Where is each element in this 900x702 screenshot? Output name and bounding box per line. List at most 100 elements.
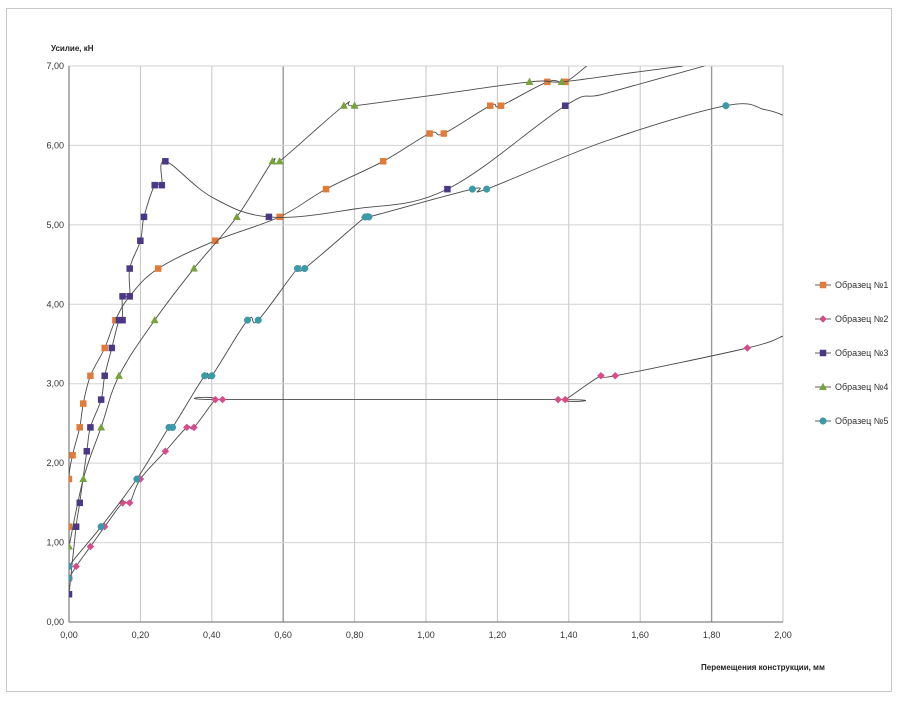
data-point bbox=[201, 372, 209, 380]
data-point bbox=[487, 102, 494, 109]
data-point bbox=[137, 237, 144, 244]
data-point bbox=[76, 499, 83, 507]
data-point bbox=[268, 156, 277, 165]
series-1 bbox=[69, 66, 587, 582]
legend-marker bbox=[818, 382, 828, 391]
data-point bbox=[743, 344, 752, 352]
data-point bbox=[101, 344, 108, 352]
x-tick-label: 0,80 bbox=[346, 630, 364, 640]
x-tick-label: 1,60 bbox=[631, 630, 649, 640]
data-point bbox=[97, 423, 106, 431]
data-point bbox=[150, 315, 159, 324]
y-tick-label: 6,00 bbox=[46, 140, 64, 150]
data-point bbox=[69, 590, 73, 598]
data-point bbox=[72, 523, 80, 530]
data-point bbox=[108, 344, 116, 352]
legend-label: Образец №5 bbox=[835, 416, 888, 426]
legend-label: Образец №3 bbox=[835, 348, 888, 358]
data-point bbox=[155, 265, 162, 272]
x-tick-label: 1,20 bbox=[489, 630, 507, 640]
data-point bbox=[151, 181, 158, 189]
data-point bbox=[611, 371, 620, 380]
data-point bbox=[101, 372, 108, 380]
series-4 bbox=[69, 66, 684, 550]
y-tick-label: 2,00 bbox=[46, 458, 64, 468]
legend-label: Образец №4 bbox=[835, 382, 888, 392]
x-tick-label: 0,60 bbox=[274, 630, 292, 640]
y-tick-label: 0,00 bbox=[46, 617, 64, 627]
data-point bbox=[561, 102, 569, 109]
grid bbox=[68, 65, 784, 623]
data-point bbox=[72, 562, 80, 571]
data-point bbox=[189, 264, 198, 272]
data-point bbox=[468, 185, 476, 193]
data-point bbox=[69, 562, 73, 570]
data-point bbox=[97, 396, 105, 403]
data-point bbox=[497, 102, 505, 109]
data-point bbox=[722, 102, 730, 110]
data-point bbox=[339, 101, 348, 109]
legend-marker bbox=[819, 349, 827, 357]
data-point bbox=[69, 451, 76, 459]
data-point bbox=[158, 181, 166, 189]
data-point bbox=[293, 264, 302, 273]
data-point bbox=[168, 423, 177, 431]
data-point bbox=[126, 265, 133, 272]
data-point bbox=[426, 130, 433, 137]
legend-item: Образец №5 bbox=[815, 416, 888, 426]
data-point bbox=[133, 475, 141, 483]
series-line bbox=[69, 66, 587, 579]
data-point bbox=[80, 400, 87, 407]
x-tick-label: 2,00 bbox=[774, 630, 792, 640]
chart-frame: 0,00 0,20 0,40 0,60 0,80 1,00 1,20 1,40 1,60 1,80… bbox=[6, 8, 892, 692]
data-point bbox=[76, 424, 83, 431]
chart: 0,00 0,20 0,40 0,60 0,80 1,00 1,20 1,40 1,60 1,80… bbox=[46, 44, 888, 672]
y-tick-label: 7,00 bbox=[46, 61, 64, 71]
x-tick-label: 1,40 bbox=[560, 630, 578, 640]
data-point bbox=[190, 423, 198, 432]
data-point bbox=[444, 185, 451, 193]
legend-marker bbox=[819, 417, 827, 425]
data-point bbox=[125, 499, 134, 507]
data-point bbox=[365, 213, 373, 221]
data-point bbox=[87, 372, 94, 380]
legend-item: Образец №3 bbox=[815, 348, 888, 358]
legend-label: Образец №1 bbox=[835, 280, 888, 290]
series-group bbox=[69, 66, 783, 598]
series-2 bbox=[69, 335, 783, 583]
data-point bbox=[322, 185, 330, 193]
x-tick-label: 0,20 bbox=[132, 630, 150, 640]
data-point bbox=[350, 101, 359, 109]
data-point bbox=[211, 395, 220, 404]
data-point bbox=[162, 158, 169, 165]
data-point bbox=[119, 316, 126, 324]
series-line bbox=[69, 66, 684, 547]
legend-label: Образец №2 bbox=[835, 314, 888, 324]
data-point bbox=[182, 423, 191, 432]
legend-marker bbox=[819, 315, 827, 323]
x-tick-label: 0,00 bbox=[60, 630, 78, 640]
data-point bbox=[79, 474, 88, 483]
data-point bbox=[161, 447, 170, 456]
y-tick-label: 4,00 bbox=[46, 299, 64, 309]
data-point bbox=[440, 130, 448, 137]
data-point bbox=[83, 447, 91, 455]
series-line bbox=[69, 103, 783, 579]
x-tick-label: 0,40 bbox=[203, 630, 221, 640]
y-tick-label: 5,00 bbox=[46, 220, 64, 230]
legend: Образец №1 Образец №2 Образец №3 Образец №4… bbox=[815, 280, 888, 426]
data-point bbox=[119, 293, 126, 300]
data-point bbox=[254, 316, 262, 324]
axes: 0,00 0,20 0,40 0,60 0,80 1,00 1,20 1,40 1,60 1,80… bbox=[46, 61, 791, 640]
data-point bbox=[275, 156, 284, 165]
legend-item: Образец №2 bbox=[815, 314, 888, 324]
data-point bbox=[483, 185, 491, 193]
x-tick-label: 1,80 bbox=[703, 630, 721, 640]
x-tick-label: 1,00 bbox=[417, 630, 435, 640]
data-point bbox=[97, 523, 105, 531]
data-point bbox=[69, 574, 73, 582]
data-point bbox=[126, 293, 133, 300]
data-point bbox=[554, 395, 562, 404]
series-5 bbox=[69, 102, 783, 582]
data-point bbox=[379, 158, 387, 165]
